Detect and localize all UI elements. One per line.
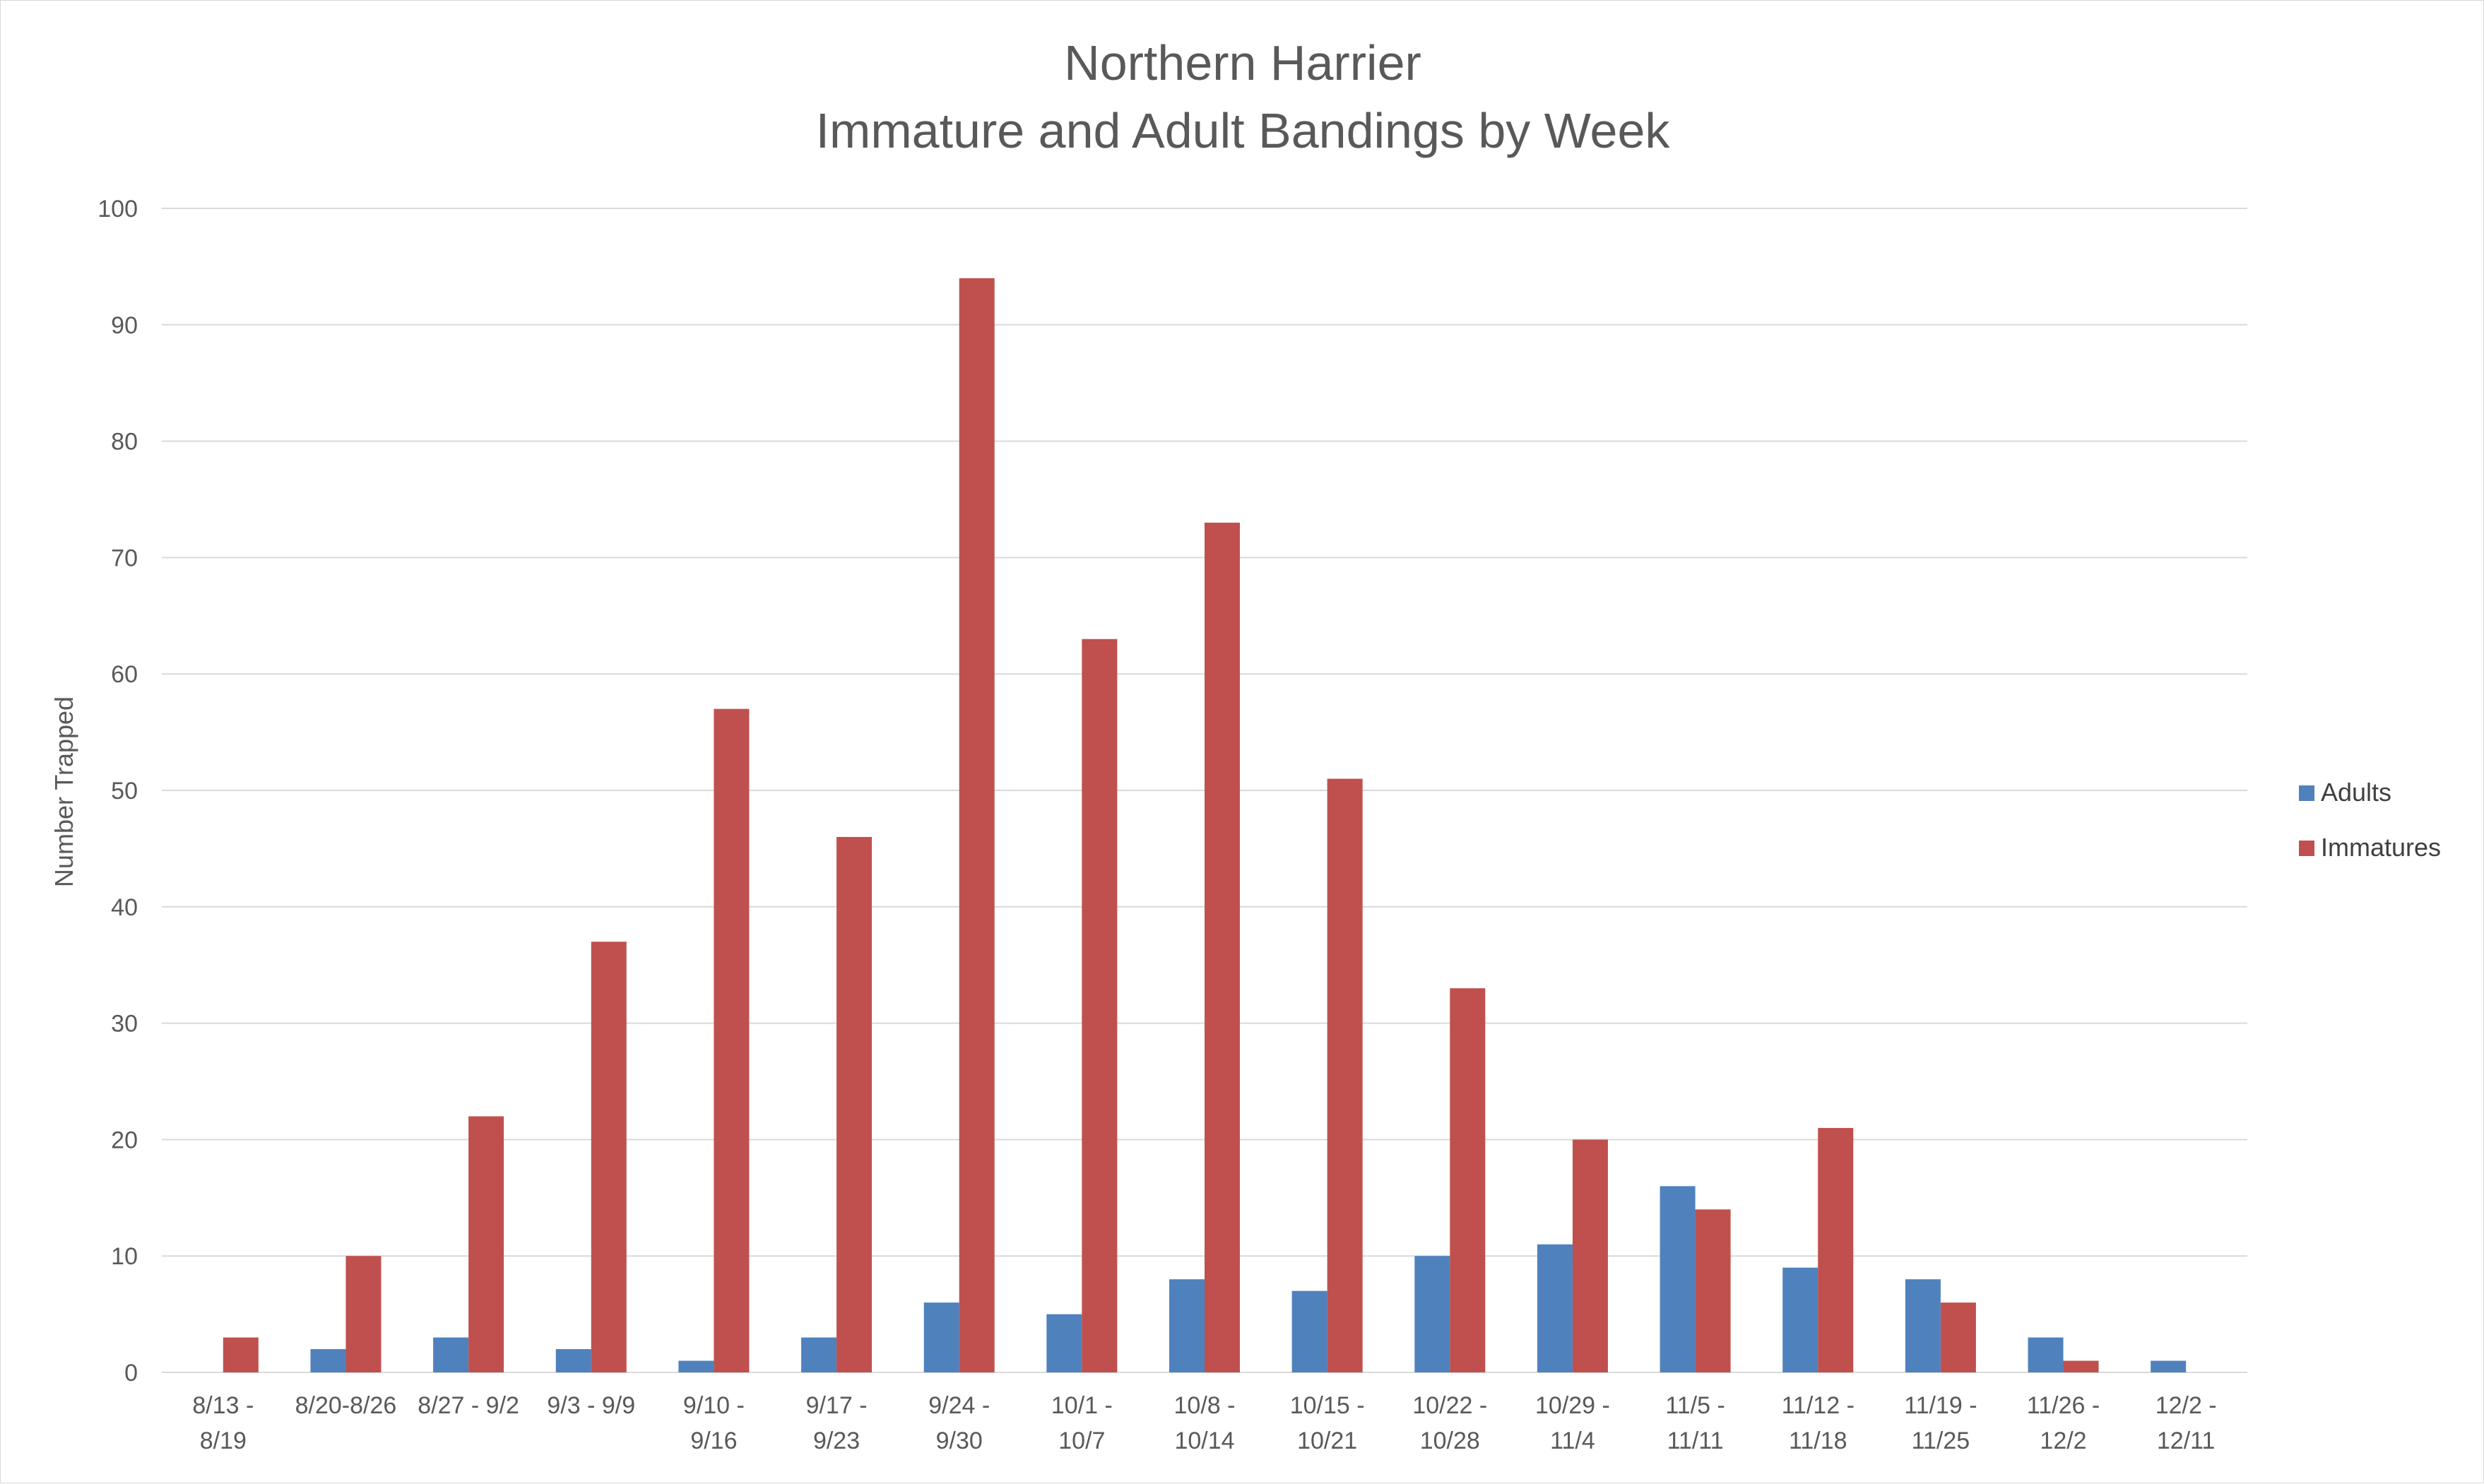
x-tick-label: 11/25 (1912, 1427, 1970, 1454)
bar-immatures-10 (1327, 778, 1363, 1372)
bar-immatures-9 (1205, 522, 1240, 1373)
bar-adults-11 (1414, 1256, 1450, 1372)
legend-swatch-immatures (2299, 841, 2314, 856)
x-tick-label: 10/29 - (1535, 1392, 1610, 1419)
bar-immatures-12 (1572, 1139, 1608, 1372)
x-tick-label: 10/21 (1297, 1427, 1357, 1454)
y-tick-label: 20 (111, 1127, 138, 1153)
x-tick-label: 9/17 - (806, 1392, 868, 1419)
bar-adults-14 (1782, 1267, 1818, 1372)
y-axis-label: Number Trapped (49, 696, 78, 887)
x-tick-label: 9/3 - 9/9 (547, 1392, 635, 1419)
x-tick-label: 11/19 - (1904, 1392, 1977, 1419)
x-tick-label: 9/10 - (683, 1392, 745, 1419)
y-tick-label: 60 (111, 661, 138, 688)
x-tick-label: 11/12 - (1782, 1392, 1855, 1419)
bar-adults-13 (1660, 1186, 1696, 1372)
y-tick-label: 30 (111, 1011, 138, 1038)
bar-immatures-2 (345, 1256, 382, 1372)
y-axis-ticks: 0 10 20 30 40 50 60 70 80 90 100 (97, 196, 138, 1387)
bar-immatures-7 (959, 278, 995, 1372)
y-tick-label: 40 (111, 894, 138, 921)
bar-adults-6 (801, 1337, 837, 1372)
x-axis-ticks: 8/13 - 8/19 8/20-8/26 8/27 - 9/2 9/3 - 9/9 9/… (192, 1392, 2216, 1454)
x-tick-label: 8/27 - 9/2 (418, 1392, 519, 1419)
x-tick-label: 12/11 (2157, 1427, 2216, 1454)
x-tick-label: 11/11 (1667, 1427, 1724, 1454)
bar-immatures-16 (2063, 1360, 2099, 1372)
y-tick-label: 90 (111, 312, 138, 339)
y-tick-label: 70 (111, 545, 138, 571)
bar-immatures-8 (1082, 639, 1118, 1372)
x-tick-label: 9/23 (813, 1427, 860, 1454)
y-tick-label: 80 (111, 429, 138, 456)
bar-adults-17 (2151, 1360, 2187, 1372)
bar-adults-15 (1905, 1279, 1941, 1372)
y-tick-label: 0 (124, 1360, 138, 1387)
x-tick-label: 8/19 (200, 1427, 247, 1454)
x-tick-label: 12/2 (2040, 1427, 2086, 1454)
bar-adults-8 (1046, 1314, 1082, 1372)
x-tick-label: 11/26 - (2027, 1392, 2100, 1419)
y-tick-label: 50 (111, 778, 138, 805)
bar-adults-2 (310, 1349, 346, 1372)
legend-label-adults: Adults (2321, 778, 2391, 807)
chart-title: Northern Harrier (1064, 35, 1421, 90)
bars (223, 278, 2187, 1373)
bar-immatures-4 (591, 942, 627, 1372)
x-tick-label: 10/15 - (1290, 1392, 1365, 1419)
x-tick-label: 10/7 (1058, 1427, 1105, 1454)
x-tick-label: 8/20-8/26 (295, 1392, 397, 1419)
bar-immatures-6 (836, 836, 873, 1372)
chart-subtitle: Immature and Adult Bandings by Week (816, 103, 1671, 158)
bar-adults-4 (555, 1349, 591, 1372)
bar-adults-10 (1291, 1290, 1327, 1372)
bar-adults-16 (2028, 1337, 2064, 1372)
x-tick-label: 10/22 - (1412, 1392, 1487, 1419)
y-tick-label: 100 (97, 196, 138, 222)
x-tick-label: 11/18 (1789, 1427, 1847, 1454)
x-tick-label: 9/24 - (928, 1392, 990, 1419)
x-tick-label: 8/13 - (192, 1392, 254, 1419)
bar-immatures-15 (1940, 1302, 1976, 1372)
bar-immatures-13 (1695, 1209, 1731, 1372)
bar-adults-3 (433, 1337, 469, 1372)
bar-immatures-5 (714, 708, 750, 1372)
bar-adults-9 (1169, 1279, 1205, 1372)
legend-swatch-adults (2299, 785, 2314, 801)
x-tick-label: 10/1 - (1051, 1392, 1113, 1419)
x-tick-label: 11/4 (1550, 1427, 1595, 1454)
bar-immatures-11 (1450, 988, 1486, 1372)
legend-label-immatures: Immatures (2321, 833, 2441, 862)
x-tick-label: 12/2 - (2155, 1392, 2217, 1419)
x-tick-label: 10/8 - (1174, 1392, 1236, 1419)
x-tick-label: 9/16 (690, 1427, 737, 1454)
bar-adults-7 (923, 1302, 959, 1372)
bar-immatures-3 (468, 1116, 504, 1372)
bar-adults-12 (1537, 1244, 1573, 1372)
y-tick-label: 10 (111, 1243, 138, 1270)
legend: Adults Immatures (2299, 778, 2441, 862)
x-tick-label: 10/14 (1174, 1427, 1234, 1454)
bar-immatures-14 (1818, 1127, 1854, 1372)
x-tick-label: 9/30 (936, 1427, 983, 1454)
bar-immatures-1 (223, 1337, 259, 1372)
x-tick-label: 10/28 (1420, 1427, 1480, 1454)
x-tick-label: 11/5 - (1665, 1392, 1725, 1419)
bar-adults-5 (678, 1360, 714, 1372)
